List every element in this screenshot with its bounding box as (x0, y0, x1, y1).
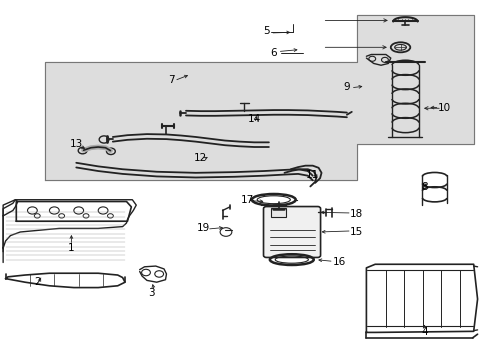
Text: 14: 14 (247, 114, 260, 124)
Text: 2: 2 (34, 277, 41, 287)
Text: 15: 15 (349, 227, 363, 237)
Text: 9: 9 (343, 82, 349, 92)
Text: 13: 13 (69, 139, 83, 149)
Text: 19: 19 (196, 224, 209, 233)
Text: 3: 3 (148, 288, 155, 298)
Text: 18: 18 (349, 209, 363, 219)
Text: 8: 8 (421, 182, 427, 192)
FancyBboxPatch shape (263, 207, 320, 257)
Polygon shape (44, 15, 473, 180)
Text: 12: 12 (194, 153, 207, 163)
Text: 17: 17 (240, 195, 253, 205)
Text: 16: 16 (332, 257, 346, 267)
FancyBboxPatch shape (270, 208, 286, 217)
Text: 5: 5 (263, 26, 269, 36)
Text: 10: 10 (437, 103, 450, 113)
Text: 6: 6 (270, 48, 277, 58)
Text: 11: 11 (305, 170, 319, 180)
Text: 1: 1 (68, 243, 75, 253)
Text: 4: 4 (421, 327, 427, 337)
Text: 7: 7 (168, 75, 174, 85)
